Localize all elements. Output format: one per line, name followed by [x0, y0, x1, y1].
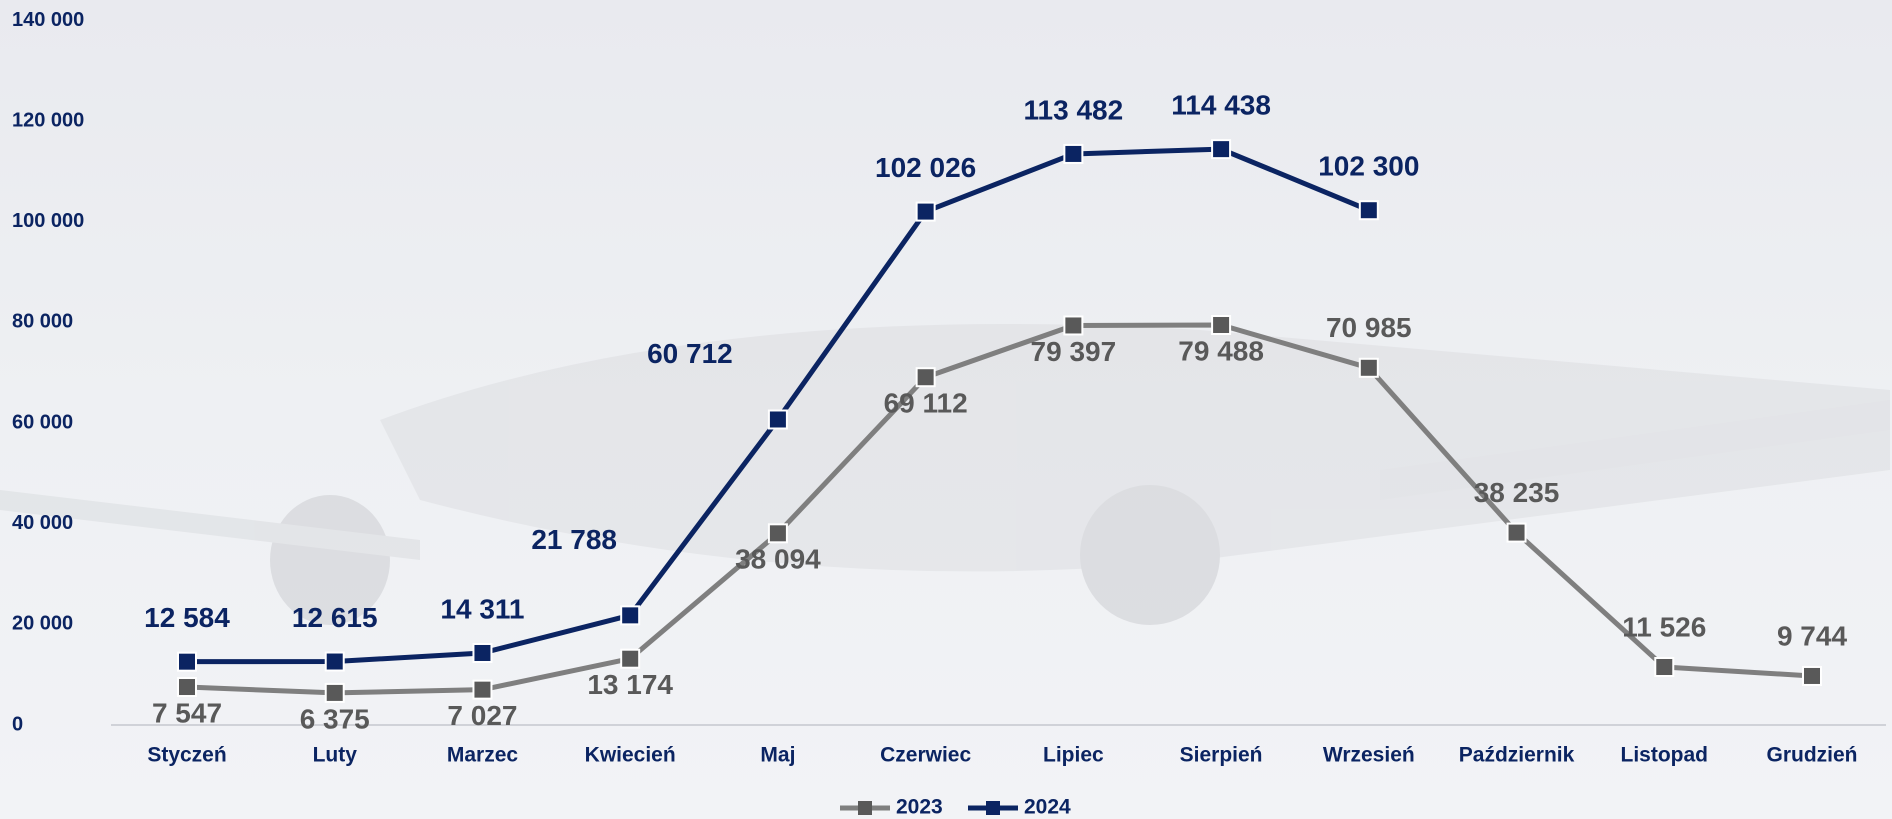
data-label: 38 235	[1474, 477, 1560, 508]
data-label: 13 174	[587, 669, 673, 700]
data-label: 69 112	[884, 388, 968, 419]
marker	[178, 678, 196, 696]
chart: 0 20 000 40 000 60 000 80 000 100 000 120 000 1…	[0, 0, 1892, 819]
marker	[1360, 359, 1378, 377]
marker	[769, 524, 787, 542]
marker	[769, 410, 787, 428]
y-tick-label: 100 000	[12, 210, 84, 232]
y-tick-label: 20 000	[12, 613, 73, 635]
data-label: 79 397	[1031, 336, 1117, 367]
data-label: 14 311	[440, 593, 524, 624]
page: 0 20 000 40 000 60 000 80 000 100 000 120 000 1…	[0, 0, 1892, 819]
data-label: 12 615	[292, 602, 378, 633]
data-label: 102 300	[1318, 151, 1419, 182]
x-tick-label: Marzec	[447, 744, 519, 767]
legend-marker	[986, 801, 1000, 815]
y-tick-label: 0	[12, 713, 23, 735]
x-tick-label: Lipiec	[1043, 744, 1104, 767]
x-tick-label: Luty	[313, 744, 358, 767]
y-tick-label: 140 000	[12, 9, 84, 31]
marker	[1655, 658, 1673, 676]
data-label: 7 027	[447, 700, 517, 731]
marker	[473, 681, 491, 699]
x-tick-label: Sierpień	[1180, 744, 1263, 767]
data-label: 21 788	[531, 524, 617, 555]
marker	[1212, 316, 1230, 334]
y-tick-label: 120 000	[12, 109, 84, 131]
data-label: 60 712	[647, 338, 733, 369]
data-label: 12 584	[144, 602, 230, 633]
x-tick-label: Kwiecień	[585, 744, 676, 767]
data-label: 6 375	[300, 703, 370, 734]
marker	[1360, 201, 1378, 219]
y-tick-label: 80 000	[12, 311, 73, 333]
x-tick-label: Maj	[760, 744, 795, 767]
marker	[473, 644, 491, 662]
marker	[1212, 140, 1230, 158]
marker	[326, 684, 344, 702]
data-label: 38 094	[735, 544, 821, 575]
marker	[917, 203, 935, 221]
legend-label: 2024	[1024, 796, 1071, 819]
marker	[917, 368, 935, 386]
x-tick-label: Styczeń	[147, 744, 226, 767]
marker	[326, 653, 344, 671]
data-label: 79 488	[1178, 335, 1264, 366]
marker	[1803, 667, 1821, 685]
x-tick-label: Listopad	[1621, 744, 1709, 767]
legend-marker	[858, 801, 872, 815]
marker	[1064, 145, 1082, 163]
data-label: 102 026	[875, 152, 976, 183]
data-label: 114 438	[1171, 90, 1271, 121]
marker	[621, 650, 639, 668]
data-label: 70 985	[1326, 312, 1412, 343]
x-tick-label: Wrzesień	[1323, 744, 1415, 767]
marker	[1508, 524, 1526, 542]
x-tick-label: Czerwiec	[880, 744, 971, 767]
data-label: 7 547	[152, 697, 222, 728]
x-tick-label: Październik	[1459, 744, 1575, 767]
y-tick-label: 60 000	[12, 411, 73, 433]
legend-label: 2023	[896, 796, 943, 819]
y-tick-label: 40 000	[12, 512, 73, 534]
data-label: 113 482	[1024, 94, 1124, 125]
data-label: 9 744	[1777, 620, 1847, 651]
marker	[621, 606, 639, 624]
x-tick-label: Grudzień	[1766, 744, 1857, 767]
marker	[1064, 316, 1082, 334]
data-label: 11 526	[1622, 611, 1706, 642]
marker	[178, 653, 196, 671]
